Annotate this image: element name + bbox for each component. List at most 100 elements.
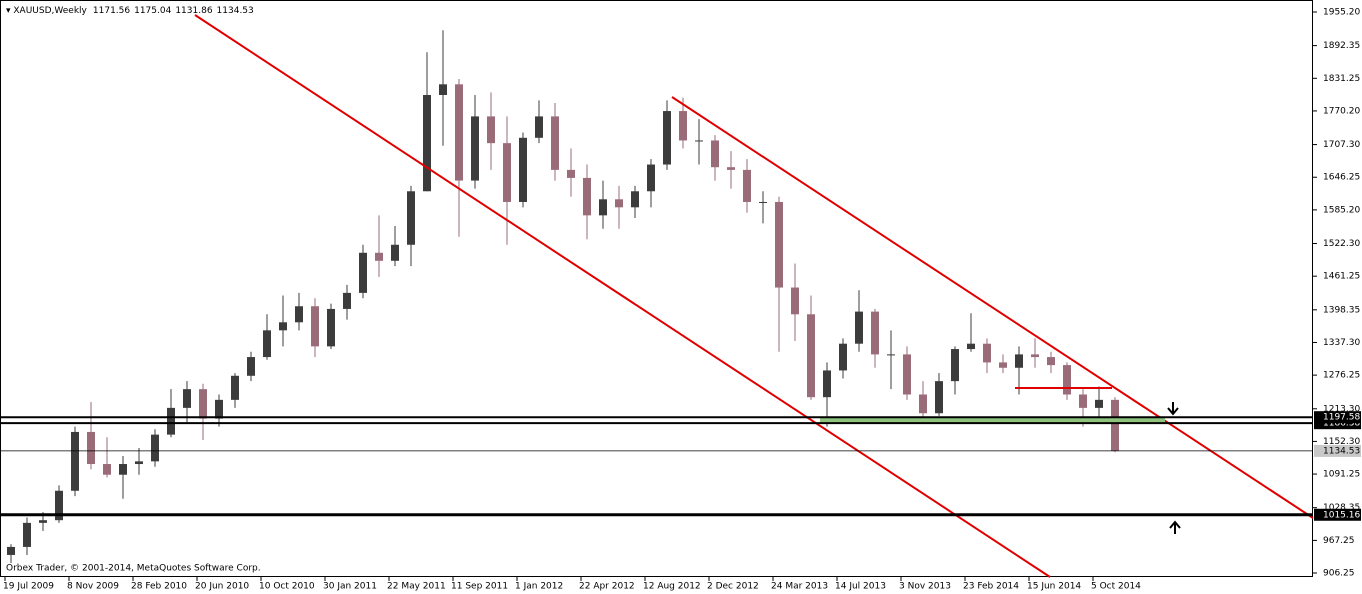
candle-body (1079, 394, 1087, 408)
price-box-label: 1186.38 (1323, 419, 1360, 429)
symbol: XAUUSD,Weekly (13, 6, 87, 16)
candle-body (231, 375, 239, 400)
drawings (194, 14, 1314, 578)
y-tick-label: 1770.20 (1323, 106, 1360, 116)
x-tick-label: 12 Aug 2012 (643, 582, 701, 592)
x-tick-label: 8 Nov 2009 (67, 582, 119, 592)
y-tick-label: 1091.25 (1323, 470, 1360, 480)
candle-body (887, 354, 895, 356)
candle-body (391, 244, 399, 261)
candle-body (711, 140, 719, 168)
candle-body (983, 343, 991, 363)
credit: Orbex Trader, © 2001-2014, MetaQuotes So… (6, 564, 261, 574)
x-tick-label: 30 Jan 2011 (323, 582, 377, 592)
candle-body (311, 306, 319, 347)
candles (7, 30, 1119, 563)
candle-body (39, 520, 47, 523)
candle-body (151, 434, 159, 462)
candle-body (1095, 399, 1103, 408)
candle-body (263, 330, 271, 358)
y-tick-label: 967.25 (1323, 536, 1355, 546)
candle-body (247, 357, 255, 376)
candle-body (919, 394, 927, 414)
candle-body (823, 370, 831, 398)
y-tick-label: 906.25 (1323, 569, 1355, 579)
candle-body (295, 306, 303, 323)
candle-body (1047, 357, 1055, 366)
candle-body (999, 362, 1007, 368)
candle-body (583, 177, 591, 216)
price-box (1314, 444, 1361, 457)
arrow-up (1169, 520, 1181, 534)
candle-body (551, 116, 559, 170)
candle-body (775, 201, 783, 288)
trend-line (194, 14, 1051, 578)
x-tick-label: 2 Dec 2012 (707, 582, 759, 592)
support-zone (820, 417, 1165, 423)
candle-body (791, 287, 799, 315)
y-tick-label: 1522.30 (1323, 239, 1360, 249)
x-tick-label: 11 Sep 2011 (451, 582, 508, 592)
candle-body (279, 322, 287, 331)
x-tick-label: 22 Apr 2012 (579, 582, 635, 592)
candle-body (1015, 354, 1023, 368)
plot-frame (0, 0, 1313, 577)
candle-body (167, 407, 175, 435)
candle-body (951, 349, 959, 382)
candle-body (599, 199, 607, 216)
candle-body (7, 546, 15, 555)
candle-body (855, 311, 863, 344)
ohlc-open: 1171.56 (93, 6, 130, 16)
x-tick-label: 10 Oct 2010 (259, 582, 315, 592)
y-tick-label: 1276.25 (1323, 371, 1360, 381)
candle-body (567, 169, 575, 178)
candle-body (679, 111, 687, 141)
candle-body (631, 191, 639, 208)
candle-body (967, 343, 975, 350)
candle-body (183, 389, 191, 408)
candle-body (903, 354, 911, 395)
candle-body (119, 464, 127, 475)
y-tick-label: 1892.35 (1323, 41, 1360, 51)
x-tick-label: 14 Jul 2013 (835, 582, 886, 592)
candle-body (759, 201, 767, 203)
candle-body (71, 431, 79, 491)
x-tick-label: 1 Jan 2012 (515, 582, 563, 592)
y-tick-label: 1955.20 (1323, 8, 1360, 18)
candle-body (103, 464, 111, 475)
candle-body (359, 252, 367, 293)
candle-body (55, 490, 63, 521)
x-tick-label: 24 Mar 2013 (771, 582, 828, 592)
candle-body (215, 399, 223, 419)
y-tick-label: 1831.25 (1323, 74, 1360, 84)
candle-body (199, 389, 207, 419)
y-tick-label: 1213.30 (1323, 404, 1360, 414)
candle-body (375, 252, 383, 261)
candle-body (503, 143, 511, 202)
price-box-label: 1015.16 (1323, 510, 1360, 520)
y-tick-label: 1461.25 (1323, 272, 1360, 282)
x-tick-label: 23 Feb 2014 (963, 582, 1019, 592)
candle-body (327, 308, 335, 347)
x-tick-label: 28 Feb 2010 (131, 582, 187, 592)
candle-body (727, 167, 735, 170)
y-tick-label: 1707.30 (1323, 140, 1360, 150)
candle-body (471, 116, 479, 181)
header: ▾ XAUUSD,Weekly 1171.56 1175.04 1131.86 1134… (6, 6, 254, 16)
candle-body (455, 84, 463, 181)
candle-body (135, 461, 143, 465)
price-box-label: 1134.53 (1323, 446, 1360, 456)
x-tick-label: 3 Nov 2013 (899, 582, 951, 592)
price-box-label: 1197.58 (1323, 413, 1360, 423)
candle-body (519, 137, 527, 202)
y-tick-label: 1337.30 (1323, 338, 1360, 348)
y-tick-label: 1028.35 (1323, 503, 1360, 513)
x-tick-label: 20 Jun 2010 (195, 582, 249, 592)
candle-body (407, 191, 415, 245)
trend-line (671, 96, 1314, 519)
candle-body (647, 164, 655, 192)
x-tick-label: 19 Jul 2009 (3, 582, 54, 592)
y-tick-label: 1585.20 (1323, 205, 1360, 215)
x-tick-label: 15 Jun 2014 (1027, 582, 1081, 592)
x-tick-label: 22 May 2011 (387, 582, 446, 592)
